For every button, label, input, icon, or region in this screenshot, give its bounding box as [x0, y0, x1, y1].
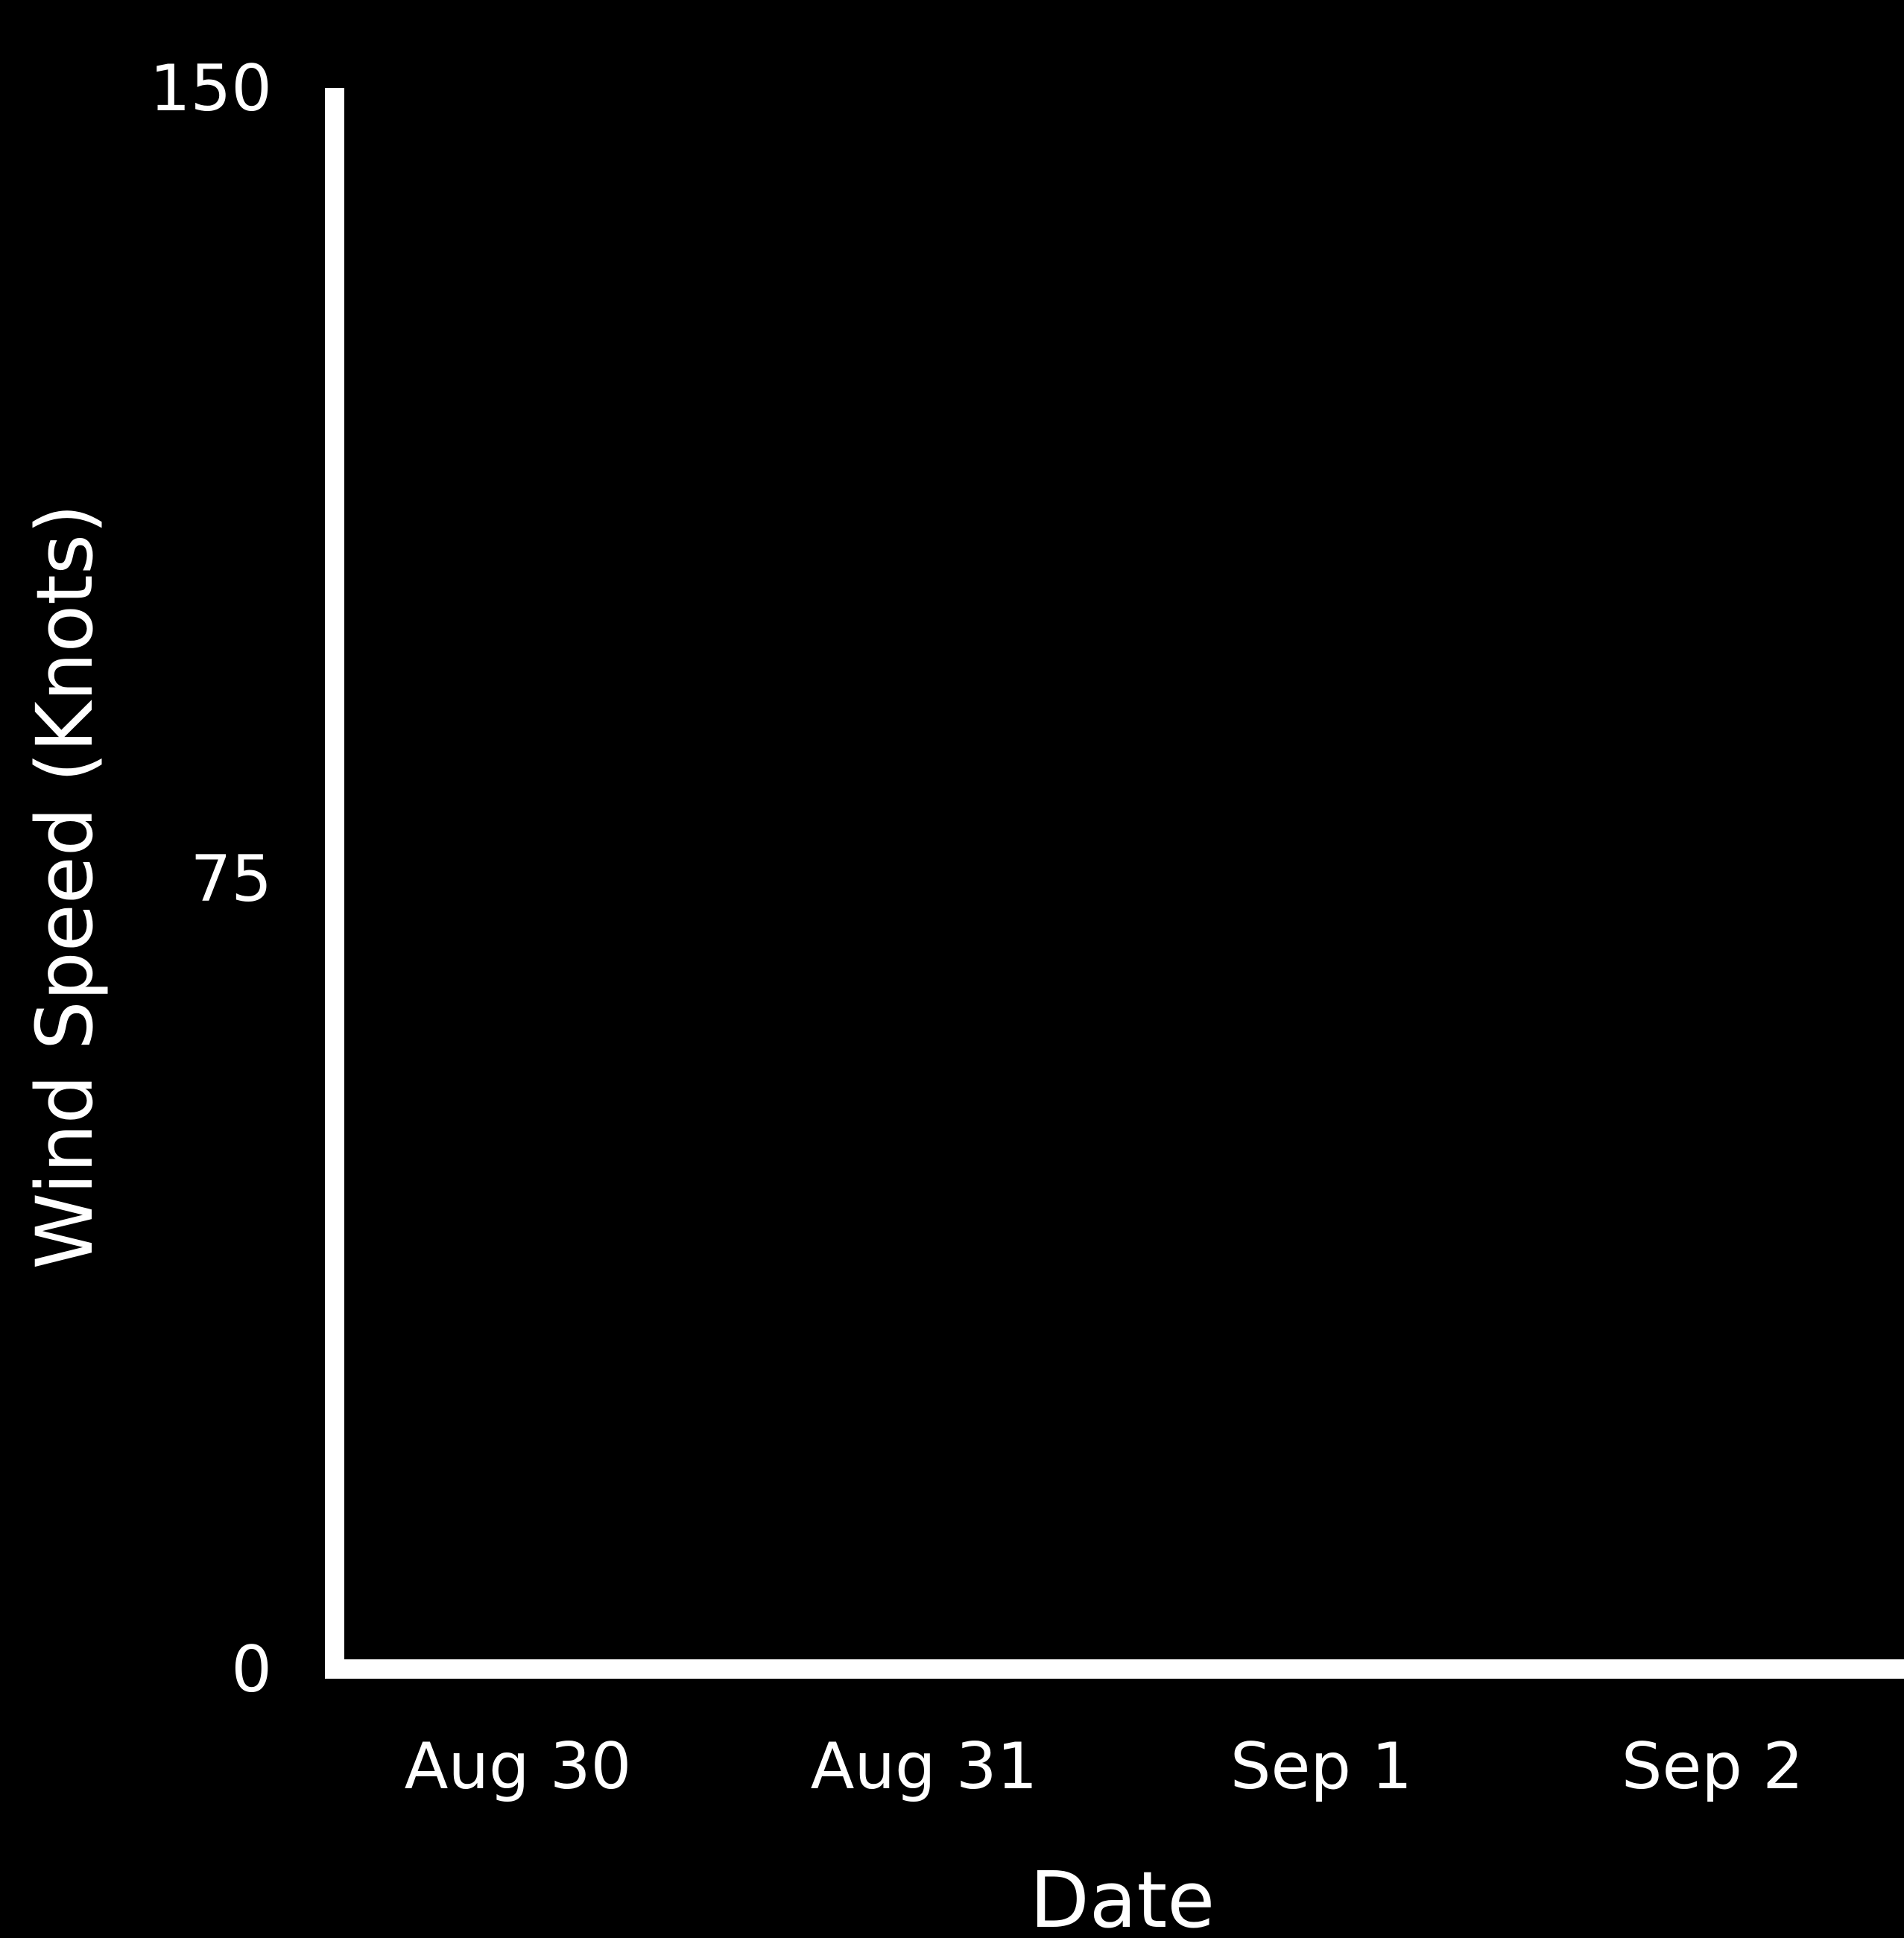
x-tick-label: Sep 1: [1230, 1729, 1412, 1804]
axes-group: [325, 88, 1904, 1679]
y-tick-label: 75: [191, 842, 272, 916]
x-tick-label: Aug 30: [405, 1729, 632, 1804]
y-tick-label: 0: [231, 1633, 272, 1707]
x-tick-label: Aug 31: [811, 1729, 1038, 1804]
y-tick-label: 150: [150, 51, 272, 126]
x-tick-label: Sep 2: [1622, 1729, 1803, 1804]
x-axis-title: Date: [1030, 1855, 1215, 1938]
x-tick-labels: Aug 30 Aug 31 Sep 1 Sep 2: [405, 1729, 1803, 1804]
y-axis-title: Wind Speed (Knots): [19, 504, 110, 1269]
y-tick-labels: 0 75 150: [150, 51, 272, 1707]
